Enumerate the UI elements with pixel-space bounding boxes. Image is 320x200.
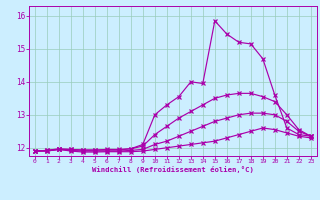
X-axis label: Windchill (Refroidissement éolien,°C): Windchill (Refroidissement éolien,°C): [92, 166, 254, 173]
